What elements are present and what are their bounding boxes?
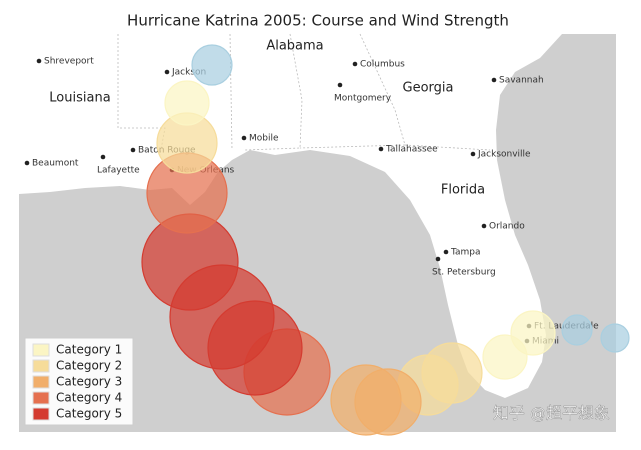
state-label: Louisiana [49,91,110,106]
land [19,34,562,398]
city-dot [378,146,384,152]
city-label: Savannah [499,76,544,86]
city-dot [481,223,487,229]
city-dot [100,154,106,160]
city-label: Jacksonville [477,150,531,160]
legend-label: Category 4 [56,391,122,405]
city-label: Orlando [489,222,525,232]
city-dot [491,77,497,83]
legend-label: Category 3 [56,375,122,389]
city-dot [435,256,441,262]
storm-bubble [482,334,528,380]
legend-swatch [32,359,50,373]
city-label: Tallahassee [385,145,438,155]
city-label: Montgomery [334,94,392,104]
city-dot [352,61,358,67]
city-dot [164,69,170,75]
legend-label: Category 5 [56,407,122,421]
storm-bubble [600,323,630,353]
legend-swatch [32,391,50,405]
storm-bubble [561,314,593,346]
state-label: Florida [441,183,485,198]
city-label: Shreveport [44,57,94,67]
city-dot [470,151,476,157]
city-dot [443,249,449,255]
state-label: Alabama [266,39,323,54]
city-dot [24,160,30,166]
city-label: Beaumont [32,159,79,169]
legend-label: Category 2 [56,359,122,373]
city-dot [36,58,42,64]
city-label: Lafayette [97,166,140,176]
watermark: 知乎 @超平想象 [493,404,610,423]
storm-bubble [191,44,233,86]
title: Hurricane Katrina 2005: Course and Wind … [127,12,509,30]
city-dot [130,147,136,153]
legend-swatch [32,375,50,389]
storm-bubble [164,80,210,126]
city-dot [241,135,247,141]
state-label: Georgia [403,81,454,96]
city-dot [337,82,343,88]
city-label: Jackson [171,68,206,78]
city-label: Tampa [450,248,481,258]
city-label: St. Petersburg [432,268,496,278]
city-label: Columbus [360,60,405,70]
storm-bubble [330,364,402,436]
legend-swatch [32,407,50,421]
legend-swatch [32,343,50,357]
legend-label: Category 1 [56,343,122,357]
state-borders [117,33,491,156]
city-label: Mobile [249,134,279,144]
